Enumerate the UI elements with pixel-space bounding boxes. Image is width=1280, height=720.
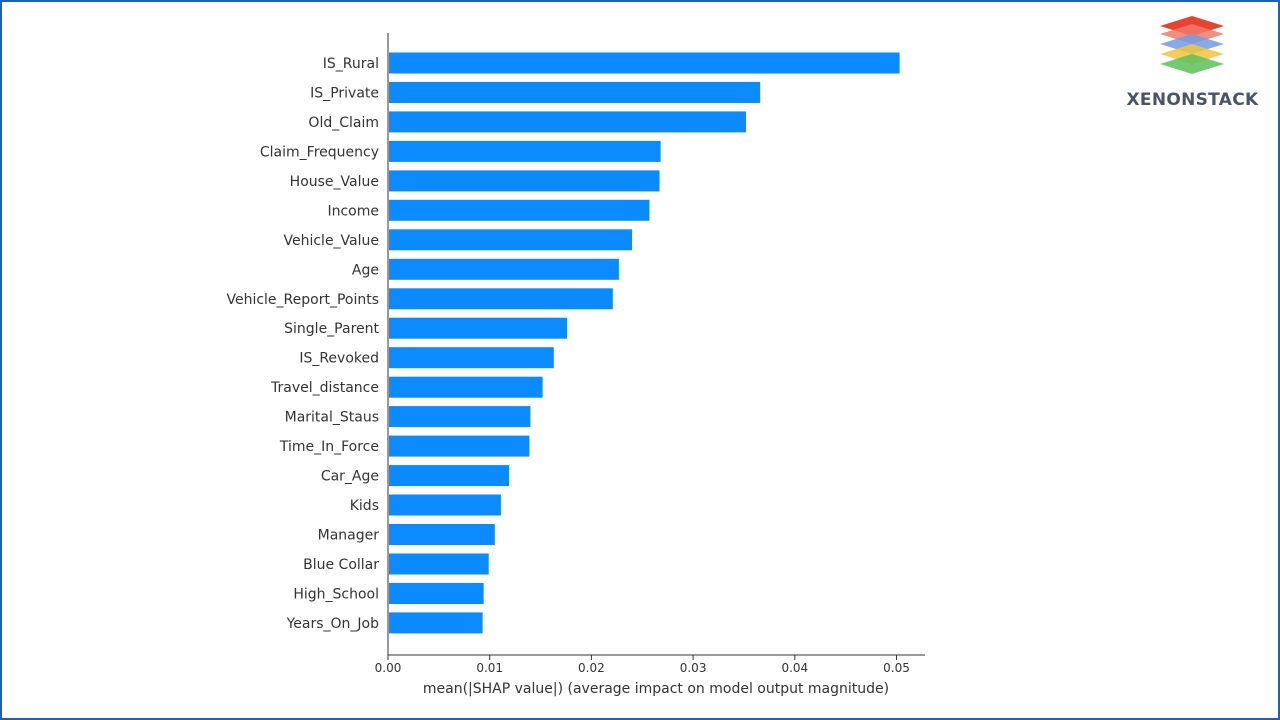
category-label: Income bbox=[327, 203, 379, 219]
bar-income bbox=[389, 199, 650, 221]
category-label: Single_Parent bbox=[284, 321, 379, 337]
bar-is-private bbox=[389, 82, 761, 103]
bar-old-claim bbox=[389, 111, 746, 133]
xenonstack-logo: XENONSTACK bbox=[1120, 14, 1270, 114]
category-label: High_School bbox=[293, 587, 379, 603]
category-label: Vehicle_Value bbox=[283, 233, 379, 249]
bar-travel-distance bbox=[389, 376, 543, 398]
category-label: IS_Revoked bbox=[299, 351, 379, 367]
category-label: Car_Age bbox=[321, 469, 379, 485]
category-label: Vehicle_Report_Points bbox=[226, 292, 379, 308]
category-label: Time_In_Force bbox=[279, 439, 379, 455]
category-label: Claim_Frequency bbox=[260, 144, 379, 160]
bar-car-age bbox=[389, 465, 509, 487]
stacked-layers-icon bbox=[1160, 16, 1224, 74]
x-tick-label: 0.04 bbox=[781, 661, 808, 675]
category-label: Years_On_Job bbox=[286, 616, 380, 632]
category-labels: IS_Rural IS_Private Old_Claim Claim_Frequen… bbox=[226, 56, 379, 632]
bar-age bbox=[389, 258, 619, 280]
bar-is-rural bbox=[389, 52, 900, 74]
x-tick-label: 0.00 bbox=[375, 661, 402, 675]
bar-house-value bbox=[389, 170, 660, 192]
x-ticks: 0.00 0.01 0.02 0.03 0.04 0.05 bbox=[375, 655, 910, 675]
category-label: Age bbox=[352, 262, 379, 278]
category-label: Marital_Staus bbox=[285, 410, 379, 426]
bar-is-revoked bbox=[389, 347, 554, 369]
category-label: Travel_distance bbox=[270, 380, 379, 396]
logo-layer bbox=[1160, 54, 1224, 74]
bar-claim-frequency bbox=[389, 140, 661, 162]
category-label: Old_Claim bbox=[308, 115, 379, 131]
x-tick-label: 0.03 bbox=[680, 661, 707, 675]
bar-marital-staus bbox=[389, 406, 531, 428]
bars-group bbox=[389, 52, 900, 634]
category-label: House_Value bbox=[290, 174, 379, 190]
bar-vehicle-value bbox=[389, 229, 633, 251]
bar-single-parent bbox=[389, 317, 567, 339]
x-tick-label: 0.02 bbox=[578, 661, 605, 675]
bar-time-in-force bbox=[389, 435, 530, 457]
bar-kids bbox=[389, 494, 501, 516]
x-tick-label: 0.05 bbox=[883, 661, 910, 675]
bar-years-on-job bbox=[389, 612, 483, 634]
category-label: Blue Collar bbox=[303, 557, 379, 573]
bar-high-school bbox=[389, 583, 484, 604]
category-label: IS_Private bbox=[310, 86, 379, 102]
bar-manager bbox=[389, 524, 495, 545]
x-axis-label: mean(|SHAP value|) (average impact on mo… bbox=[423, 681, 889, 697]
brand-name: XENONSTACK bbox=[1126, 90, 1259, 110]
x-tick-label: 0.01 bbox=[476, 661, 503, 675]
bar-vehicle-report-points bbox=[389, 288, 613, 310]
category-label: Kids bbox=[350, 498, 379, 514]
category-label: Manager bbox=[318, 528, 380, 544]
bar-blue-collar bbox=[389, 553, 489, 575]
category-label: IS_Rural bbox=[323, 56, 379, 72]
